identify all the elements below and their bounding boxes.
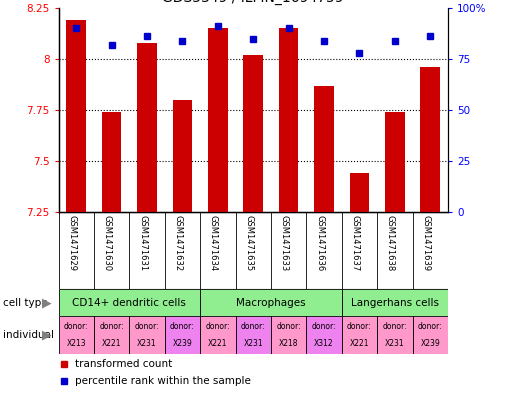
Text: GSM1471630: GSM1471630	[103, 215, 111, 271]
Bar	[420, 67, 440, 212]
Text: GSM1471631: GSM1471631	[138, 215, 147, 271]
Bar	[342, 289, 448, 316]
Text: X239: X239	[420, 339, 440, 348]
Bar	[200, 316, 236, 354]
Bar	[165, 316, 200, 354]
Text: cell type: cell type	[3, 298, 47, 308]
Text: X213: X213	[66, 339, 86, 348]
Text: GSM1471638: GSM1471638	[386, 215, 395, 271]
Text: GSM1471639: GSM1471639	[421, 215, 430, 271]
Text: Langerhans cells: Langerhans cells	[351, 298, 439, 308]
Text: ▶: ▶	[42, 296, 51, 309]
Bar	[67, 20, 86, 212]
Text: X231: X231	[243, 339, 263, 348]
Text: percentile rank within the sample: percentile rank within the sample	[75, 376, 251, 386]
Bar	[271, 316, 306, 354]
Text: X221: X221	[102, 339, 121, 348]
Text: donor:: donor:	[382, 322, 407, 331]
Text: X218: X218	[279, 339, 298, 348]
Text: CD14+ dendritic cells: CD14+ dendritic cells	[72, 298, 186, 308]
Text: donor:: donor:	[206, 322, 230, 331]
Bar	[385, 112, 405, 212]
Text: donor:: donor:	[135, 322, 159, 331]
Text: donor:: donor:	[312, 322, 336, 331]
Bar	[350, 173, 369, 212]
Bar	[314, 86, 334, 212]
Text: X231: X231	[137, 339, 157, 348]
Text: donor:: donor:	[170, 322, 195, 331]
Bar	[377, 316, 412, 354]
Text: donor:: donor:	[64, 322, 89, 331]
Bar	[59, 289, 200, 316]
Text: donor:: donor:	[276, 322, 301, 331]
Text: X221: X221	[208, 339, 228, 348]
Bar	[243, 55, 263, 212]
Title: GDS5349 / ILMN_1694759: GDS5349 / ILMN_1694759	[162, 0, 344, 6]
Bar	[102, 112, 121, 212]
Text: donor:: donor:	[99, 322, 124, 331]
Text: GSM1471636: GSM1471636	[315, 215, 324, 271]
Text: X239: X239	[173, 339, 192, 348]
Bar	[59, 316, 94, 354]
Text: GSM1471632: GSM1471632	[174, 215, 182, 271]
Text: Macrophages: Macrophages	[236, 298, 306, 308]
Bar	[208, 28, 228, 212]
Bar	[137, 42, 157, 212]
Text: GSM1471634: GSM1471634	[209, 215, 218, 271]
Text: GSM1471635: GSM1471635	[244, 215, 253, 271]
Text: donor:: donor:	[347, 322, 372, 331]
Text: GSM1471633: GSM1471633	[279, 215, 289, 271]
Text: GSM1471629: GSM1471629	[67, 215, 76, 270]
Text: X221: X221	[350, 339, 369, 348]
Text: X231: X231	[385, 339, 405, 348]
Text: donor:: donor:	[241, 322, 266, 331]
Text: GSM1471637: GSM1471637	[350, 215, 359, 271]
Text: ▶: ▶	[42, 329, 51, 342]
Text: individual: individual	[3, 330, 53, 340]
Bar	[279, 28, 298, 212]
Text: X312: X312	[314, 339, 334, 348]
Bar	[94, 316, 129, 354]
Text: transformed count: transformed count	[75, 359, 172, 369]
Bar	[306, 316, 342, 354]
Bar	[200, 289, 342, 316]
Text: donor:: donor:	[418, 322, 442, 331]
Bar	[342, 316, 377, 354]
Bar	[236, 316, 271, 354]
Bar	[129, 316, 165, 354]
Bar	[173, 100, 192, 212]
Bar	[412, 316, 448, 354]
